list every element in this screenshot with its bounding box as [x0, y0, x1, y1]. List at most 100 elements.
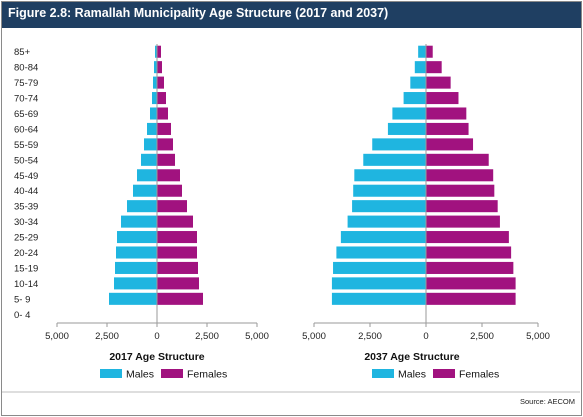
chart1-bar-females-45-49	[157, 169, 180, 182]
chart2-x-tick-label: 0	[423, 331, 428, 342]
chart1-x-tick-label: 5,000	[245, 331, 269, 342]
chart1-x-tick-label: 2,500	[195, 331, 219, 342]
chart1-bar-males-10-14	[114, 277, 157, 290]
chart2-bar-females-10-14	[426, 277, 516, 290]
chart2-x-tick-label: 2,500	[470, 331, 494, 342]
chart1-bar-females-15-19	[157, 261, 198, 274]
chart1-bar-males-45-49	[137, 169, 157, 182]
chart2-bar-females-70-74	[426, 92, 459, 105]
chart1-bar-males-55-59	[144, 138, 157, 151]
chart2-bar-females-20-24	[426, 246, 512, 259]
chart1-category-label: 5- 9	[14, 294, 30, 305]
chart2-bar-females-75-79	[426, 76, 451, 89]
chart2-bar-males-20-24	[336, 246, 426, 259]
chart1-legend-swatch-females	[161, 369, 183, 378]
chart2-bar-males-50-54	[363, 153, 426, 166]
chart1-category-label: 20-24	[14, 248, 38, 259]
chart1-bar-females-40-44	[157, 184, 182, 197]
chart1-category-label: 25-29	[14, 233, 38, 244]
chart1-bar-females-65-69	[157, 107, 168, 120]
chart1-bar-females-35-39	[157, 200, 187, 213]
chart1-bar-females-70-74	[157, 92, 166, 105]
chart1-bar-females-55-59	[157, 138, 173, 151]
chart1-axis-title: 2017 Age Structure	[109, 351, 204, 363]
chart1-category-label: 35-39	[14, 202, 38, 213]
chart2-legend-label-males: Males	[398, 369, 426, 381]
chart1-category-label: 15-19	[14, 263, 38, 274]
chart2-bar-females-60-64	[426, 122, 469, 135]
chart1-category-label: 40-44	[14, 186, 38, 197]
chart1-category-label: 0- 4	[14, 310, 30, 321]
chart2-bar-females-35-39	[426, 200, 498, 213]
chart2-bar-males-80-84	[414, 61, 426, 74]
chart1-bar-males-20-24	[116, 246, 157, 259]
chart1-bar-females-75-79	[157, 76, 164, 89]
figure-title: Figure 2.8: Ramallah Municipality Age St…	[8, 6, 389, 20]
chart1-x-tick-label: 0	[154, 331, 159, 342]
chart1-category-label: 70-74	[14, 94, 38, 105]
chart2-bar-males-85+	[418, 45, 426, 58]
chart1-bar-males-25-29	[117, 231, 157, 244]
chart2-bar-males-65-69	[392, 107, 426, 120]
chart1-bar-females-80-84	[157, 61, 162, 74]
chart1-bar-males-75-79	[153, 76, 157, 89]
chart2-bar-males-40-44	[353, 184, 426, 197]
chart2-bar-females-55-59	[426, 138, 474, 151]
chart1-x-tick-label: 2,500	[95, 331, 119, 342]
chart1-bar-males-80-84	[154, 61, 157, 74]
chart2-bar-females-45-49	[426, 169, 494, 182]
chart2-x-tick-label: 5,000	[526, 331, 550, 342]
chart2-bar-males-75-79	[410, 76, 426, 89]
chart2-x-tick-label: 2,500	[358, 331, 382, 342]
source-note: Source: AECOM	[519, 397, 575, 406]
chart1-bar-males-65-69	[150, 107, 157, 120]
chart1-bar-males-70-74	[152, 92, 157, 105]
chart2-bar-females-40-44	[426, 184, 495, 197]
chart2-bar-males-35-39	[352, 200, 426, 213]
chart1-legend-swatch-males	[100, 369, 122, 378]
chart1-category-label: 10-14	[14, 279, 38, 290]
chart2-axis-title: 2037 Age Structure	[364, 351, 459, 363]
chart1-bar-males-5-9	[109, 292, 157, 305]
chart1-legend-label-females: Females	[187, 369, 227, 381]
chart1-bar-females-5-9	[157, 292, 203, 305]
chart2-bar-males-25-29	[340, 231, 426, 244]
chart1-category-label: 75-79	[14, 78, 38, 89]
chart2-bar-females-30-34	[426, 215, 500, 228]
chart2-legend-swatch-females	[433, 369, 455, 378]
chart1-category-label: 85+	[14, 47, 31, 58]
chart1-bar-males-85+	[155, 45, 157, 58]
chart2-bar-females-80-84	[426, 61, 442, 74]
chart1-bar-females-60-64	[157, 122, 171, 135]
chart2-bar-males-55-59	[372, 138, 426, 151]
chart1-category-label: 80-84	[14, 63, 38, 74]
chart1-bar-males-35-39	[127, 200, 157, 213]
chart2-bar-females-50-54	[426, 153, 489, 166]
chart1-category-label: 45-49	[14, 171, 38, 182]
chart1-category-label: 50-54	[14, 155, 38, 166]
chart2-bar-females-25-29	[426, 231, 509, 244]
chart1-category-label: 60-64	[14, 124, 38, 135]
chart2-bar-females-15-19	[426, 261, 514, 274]
chart1-legend-label-males: Males	[126, 369, 154, 381]
chart1-bar-females-10-14	[157, 277, 199, 290]
chart2-legend-label-females: Females	[459, 369, 499, 381]
chart1-category-label: 65-69	[14, 109, 38, 120]
chart2-x-tick-label: 5,000	[302, 331, 326, 342]
chart1-bar-males-60-64	[147, 122, 157, 135]
chart2-bar-males-15-19	[333, 261, 426, 274]
chart1-x-tick-label: 5,000	[45, 331, 69, 342]
title-band: Figure 2.8: Ramallah Municipality Age St…	[2, 2, 581, 28]
chart1-bar-females-25-29	[157, 231, 197, 244]
chart1-category-label: 55-59	[14, 140, 38, 151]
chart2-bar-females-5-9	[426, 292, 516, 305]
chart2-legend-swatch-males	[372, 369, 394, 378]
chart2-bar-males-45-49	[354, 169, 426, 182]
chart1-bar-males-30-34	[121, 215, 157, 228]
chart1-category-label: 30-34	[14, 217, 38, 228]
chart2-bar-males-10-14	[331, 277, 426, 290]
chart2-bar-females-85+	[426, 45, 433, 58]
chart1-bar-females-85+	[157, 45, 161, 58]
chart2-bar-females-65-69	[426, 107, 467, 120]
chart1-bar-females-20-24	[157, 246, 197, 259]
